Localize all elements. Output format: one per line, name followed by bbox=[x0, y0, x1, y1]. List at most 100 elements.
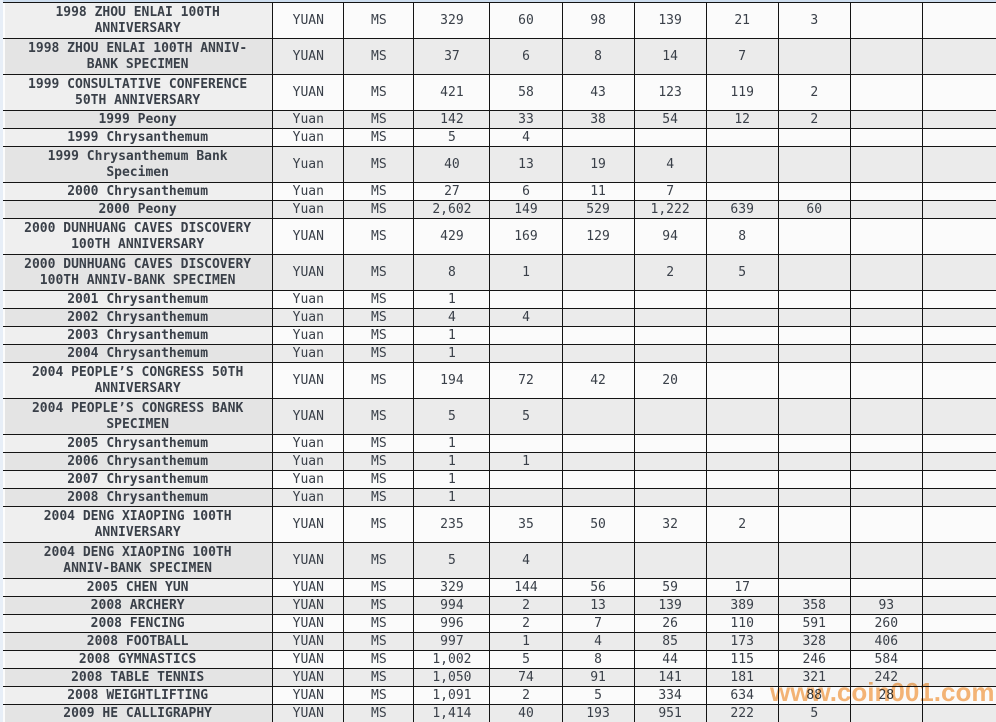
grade-cell: MS bbox=[343, 488, 415, 507]
count-cell: 1 bbox=[489, 254, 563, 291]
count-cell bbox=[849, 182, 923, 201]
count-cell: 110 bbox=[705, 614, 779, 633]
count-cell bbox=[777, 452, 851, 471]
count-cell: 2 bbox=[705, 506, 779, 543]
table-row: 2004 PEOPLE’S CONGRESS 50TH ANNIVERSARY YU… bbox=[1, 362, 996, 399]
count-cell bbox=[921, 110, 996, 129]
grade-cell: MS bbox=[343, 704, 415, 722]
count-cell: 5 bbox=[777, 704, 851, 722]
count-cell: 98 bbox=[561, 2, 635, 39]
count-cell bbox=[777, 398, 851, 435]
count-cell: 12 bbox=[705, 110, 779, 129]
count-cell bbox=[921, 542, 996, 579]
count-cell: 4 bbox=[489, 542, 563, 579]
count-cell bbox=[777, 578, 851, 597]
count-cell: 389 bbox=[705, 596, 779, 615]
count-cell bbox=[705, 146, 779, 183]
count-cell: 11 bbox=[561, 182, 635, 201]
count-cell bbox=[921, 344, 996, 363]
count-cell: 329 bbox=[413, 578, 491, 597]
count-cell: 60 bbox=[489, 2, 563, 39]
grade-cell: MS bbox=[343, 128, 415, 147]
coin-description-cell: 2002 Chrysanthemum bbox=[1, 308, 274, 327]
count-cell bbox=[777, 488, 851, 507]
count-cell bbox=[705, 308, 779, 327]
count-cell bbox=[777, 506, 851, 543]
count-cell: 94 bbox=[633, 218, 707, 255]
count-cell: 1,414 bbox=[413, 704, 491, 722]
count-cell bbox=[921, 578, 996, 597]
table-row: 1999 Chrysanthemum Bank Specimen Yuan MS 40 1… bbox=[1, 146, 996, 183]
count-cell bbox=[705, 434, 779, 453]
count-cell: 13 bbox=[561, 596, 635, 615]
count-cell bbox=[849, 200, 923, 219]
count-cell: 1 bbox=[413, 326, 491, 345]
count-cell: 5 bbox=[413, 398, 491, 435]
count-cell: 2 bbox=[489, 686, 563, 705]
count-cell bbox=[777, 146, 851, 183]
count-cell: 181 bbox=[705, 668, 779, 687]
count-cell: 5 bbox=[561, 686, 635, 705]
unit-cell: YUAN bbox=[272, 398, 345, 435]
grade-cell: MS bbox=[343, 434, 415, 453]
count-cell: 235 bbox=[413, 506, 491, 543]
count-cell bbox=[849, 218, 923, 255]
table-row: 2008 GYMNASTICS YUAN MS 1,002 5 8 44 115 246 584 bbox=[1, 650, 996, 669]
coin-description-cell: 2008 FENCING bbox=[1, 614, 274, 633]
unit-cell: YUAN bbox=[272, 650, 345, 669]
count-cell: 2,602 bbox=[413, 200, 491, 219]
count-cell bbox=[849, 578, 923, 597]
count-cell: 26 bbox=[633, 614, 707, 633]
coin-description-cell: 2004 DENG XIAOPING 100TH ANNIV-BANK SPECI… bbox=[1, 542, 274, 579]
count-cell: 4 bbox=[489, 128, 563, 147]
count-cell bbox=[777, 38, 851, 75]
unit-cell: Yuan bbox=[272, 200, 345, 219]
grade-cell: MS bbox=[343, 38, 415, 75]
count-cell: 194 bbox=[413, 362, 491, 399]
unit-cell: Yuan bbox=[272, 344, 345, 363]
count-cell: 1,002 bbox=[413, 650, 491, 669]
count-cell bbox=[921, 668, 996, 687]
count-cell bbox=[705, 488, 779, 507]
grade-cell: MS bbox=[343, 2, 415, 39]
grade-cell: MS bbox=[343, 596, 415, 615]
count-cell: 5 bbox=[489, 650, 563, 669]
count-cell bbox=[633, 542, 707, 579]
count-cell: 2 bbox=[777, 74, 851, 111]
grade-cell: MS bbox=[343, 110, 415, 129]
count-cell bbox=[921, 614, 996, 633]
count-cell: 173 bbox=[705, 632, 779, 651]
table-row: 1998 ZHOU ENLAI 100TH ANNIVERSARY YUAN MS 32… bbox=[1, 2, 996, 39]
count-cell: 334 bbox=[633, 686, 707, 705]
count-cell bbox=[777, 308, 851, 327]
count-cell bbox=[777, 128, 851, 147]
table-row: 2007 Chrysanthemum Yuan MS 1 bbox=[1, 470, 996, 489]
count-cell: 8 bbox=[561, 38, 635, 75]
count-cell bbox=[561, 344, 635, 363]
count-cell bbox=[777, 326, 851, 345]
count-cell: 1 bbox=[413, 452, 491, 471]
count-cell bbox=[921, 182, 996, 201]
count-cell bbox=[921, 704, 996, 722]
grade-cell: MS bbox=[343, 200, 415, 219]
count-cell bbox=[777, 290, 851, 309]
count-cell bbox=[489, 470, 563, 489]
count-cell: 4 bbox=[489, 308, 563, 327]
count-cell: 7 bbox=[561, 614, 635, 633]
count-cell: 142 bbox=[413, 110, 491, 129]
count-cell: 591 bbox=[777, 614, 851, 633]
count-cell bbox=[633, 452, 707, 471]
count-cell bbox=[561, 398, 635, 435]
count-cell bbox=[633, 290, 707, 309]
count-cell bbox=[633, 398, 707, 435]
grade-cell: MS bbox=[343, 398, 415, 435]
count-cell bbox=[921, 74, 996, 111]
coin-description-cell: 1999 CONSULTATIVE CONFERENCE 50TH ANNIVER… bbox=[1, 74, 274, 111]
table-row: 2008 ARCHERY YUAN MS 994 2 13 139 389 358 93 bbox=[1, 596, 996, 615]
count-cell: 123 bbox=[633, 74, 707, 111]
coin-description-cell: 2005 CHEN YUN bbox=[1, 578, 274, 597]
count-cell: 1,050 bbox=[413, 668, 491, 687]
count-cell: 43 bbox=[561, 74, 635, 111]
count-cell bbox=[777, 434, 851, 453]
